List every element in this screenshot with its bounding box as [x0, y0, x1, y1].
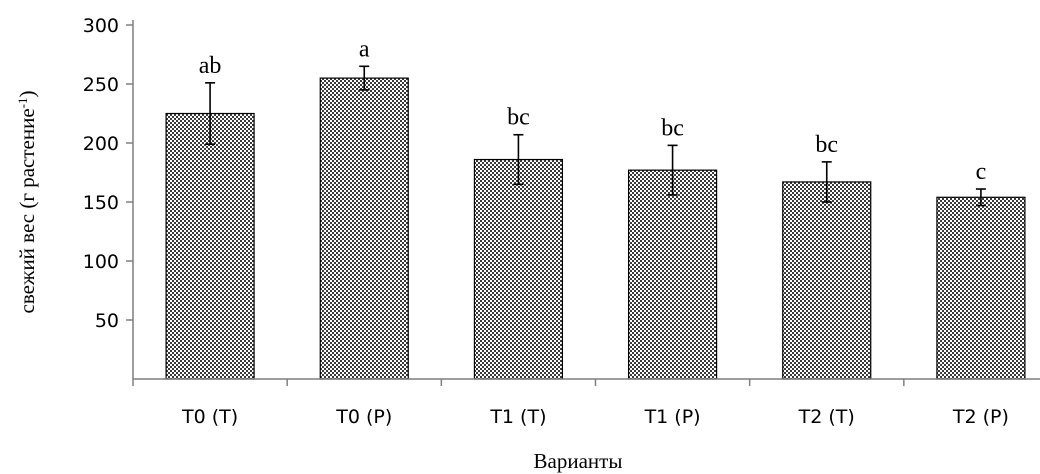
y-tick-label: 50	[95, 310, 119, 332]
significance-label: bc	[507, 105, 530, 131]
significance-label: ab	[199, 53, 222, 79]
x-tick-label: T2 (P)	[952, 406, 1009, 428]
bar	[936, 196, 1026, 380]
bar	[627, 169, 718, 380]
y-axis-title: свежий вес (г растение-1)	[15, 90, 40, 313]
x-tick-label: T2 (T)	[798, 406, 855, 428]
significance-label: c	[976, 159, 987, 185]
y-tick-label: 200	[83, 133, 119, 155]
bar	[319, 77, 409, 380]
y-tick-label: 300	[83, 15, 119, 37]
x-tick-label: T1 (P)	[644, 406, 701, 428]
x-axis-title: Варианты	[534, 449, 623, 473]
x-tick-label: T0 (T)	[181, 406, 238, 428]
bar	[165, 112, 255, 380]
significance-label: a	[359, 36, 370, 62]
significance-label: bc	[815, 132, 838, 158]
y-tick-label: 100	[83, 251, 119, 273]
bar	[782, 181, 872, 380]
x-tick-label: T0 (P)	[335, 406, 392, 428]
y-tick-label: 150	[83, 192, 119, 214]
significance-label: bc	[661, 115, 684, 141]
x-tick-label: T1 (T)	[489, 406, 546, 428]
bar	[473, 158, 564, 380]
y-tick-label: 250	[83, 74, 119, 96]
